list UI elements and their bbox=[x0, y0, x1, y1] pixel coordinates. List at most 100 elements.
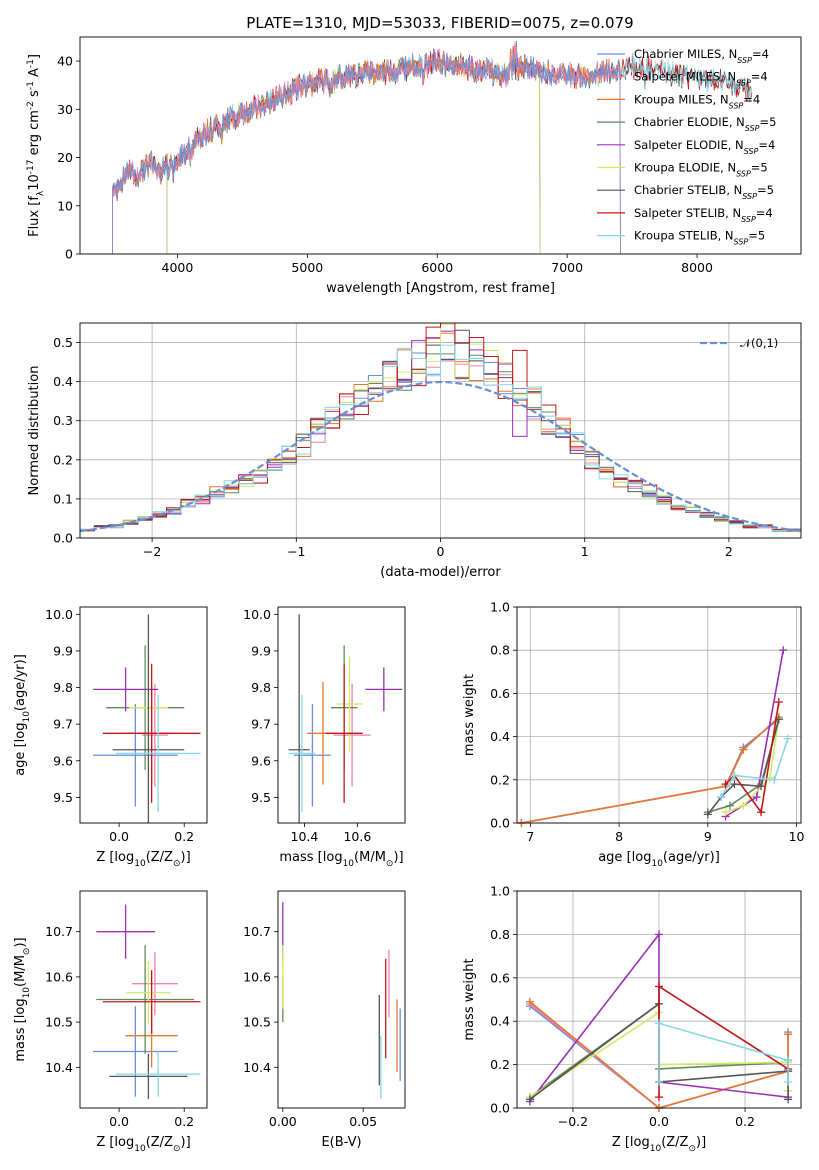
legend-label-8: Kroupa STELIB, NSSP=5 bbox=[634, 229, 765, 247]
massweight-vs-age-ytick-label: 0.8 bbox=[490, 643, 510, 658]
massweight-vs-Z-ylabel: mass weight bbox=[462, 958, 477, 1040]
massweight-vs-age-series-2 bbox=[521, 716, 780, 823]
age-vs-Z-point-8 bbox=[115, 694, 201, 813]
age-vs-Z-ytick-label: 10.0 bbox=[45, 607, 73, 622]
age-vs-mass-ytick-label: 9.5 bbox=[251, 790, 271, 805]
age-vs-mass-ytick-label: 9.8 bbox=[251, 680, 271, 695]
massweight-vs-age-ylabel: mass weight bbox=[462, 674, 477, 756]
hist-series-5 bbox=[80, 323, 801, 532]
age-vs-mass-point-6 bbox=[288, 614, 310, 823]
hist-series-7 bbox=[80, 323, 801, 532]
massweight-vs-age-marker-6-0 bbox=[703, 810, 712, 819]
age-vs-Z-axes: 0.0 0.2 9.5 9.6 9.7 9.8 9.9 10.0 Z [log10(Z/Z⊙)]… bbox=[13, 607, 194, 869]
mass-vs-EBV-ytick-label: 10.6 bbox=[243, 969, 271, 984]
massweight-vs-age-marker-7-3 bbox=[774, 698, 783, 707]
age-vs-Z-xlabel: Z [log10(Z/Z⊙)] bbox=[96, 850, 190, 869]
massweight-vs-age-marker-8-2 bbox=[770, 775, 779, 784]
massweight-vs-age-series-5 bbox=[725, 719, 780, 813]
mass-vs-Z-ytick-label: 10.7 bbox=[45, 924, 73, 939]
massweight-vs-age-frame bbox=[516, 606, 802, 824]
legend-label-2: Kroupa MILES, NSSP=4 bbox=[634, 92, 760, 110]
mass-vs-Z-frame bbox=[79, 890, 208, 1109]
hist-legend-label: 𝒩(0,1) bbox=[740, 336, 778, 350]
legend-label-5: Kroupa ELODIE, NSSP=5 bbox=[634, 161, 768, 179]
massweight-vs-age-ytick-label: 0.2 bbox=[490, 772, 510, 787]
mass-vs-EBV-ytick-label: 10.4 bbox=[243, 1060, 271, 1075]
mass-vs-Z-xtick-label: 0.2 bbox=[174, 1114, 194, 1129]
age-vs-mass-point-1 bbox=[333, 683, 371, 787]
massweight-vs-Z-marker-8-1 bbox=[655, 1019, 663, 1028]
mass-vs-Z-point-7 bbox=[102, 970, 201, 1034]
age-vs-mass-point-8 bbox=[288, 694, 316, 813]
age-vs-Z-point-4 bbox=[93, 667, 159, 712]
mass-vs-EBV-ytick-label: 10.7 bbox=[243, 924, 271, 939]
legend-label-0: Chabrier MILES, NSSP=4 bbox=[634, 47, 769, 65]
massweight-vs-Z-xtick-label: 0.2 bbox=[735, 1114, 755, 1129]
spectrum-series-4 bbox=[166, 48, 541, 254]
age-vs-mass-ytick-label: 9.9 bbox=[251, 643, 271, 658]
mass-vs-EBV-xtick-label: 0.00 bbox=[269, 1114, 297, 1129]
spectrum-ytick-label: 40 bbox=[57, 54, 73, 69]
age-vs-mass-ytick-label: 10.0 bbox=[243, 607, 271, 622]
massweight-vs-Z-ytick-label: 0.0 bbox=[490, 1101, 510, 1116]
massweight-vs-Z-ytick-label: 1.0 bbox=[490, 884, 510, 899]
spectrum-axes: 4000 5000 6000 7000 8000 0 10 20 30 40 wavelength … bbox=[26, 54, 713, 296]
massweight-vs-Z-frame bbox=[516, 890, 802, 1109]
age-vs-mass-point-0 bbox=[293, 704, 331, 807]
massweight-vs-age-marker-6-2 bbox=[730, 780, 739, 789]
massweight-vs-age-marker-8-3 bbox=[783, 734, 792, 743]
mass-vs-Z-point-4 bbox=[96, 904, 155, 959]
massweight-vs-age-xtick-label: 9 bbox=[704, 829, 712, 844]
age-vs-mass-axes: 10.4 10.6 9.5 9.6 9.7 9.8 9.9 10.0 mass [log10(M… bbox=[243, 607, 403, 869]
massweight-vs-Z-marker-7-0 bbox=[655, 1093, 663, 1102]
massweight-vs-Z-xtick-label: 0.0 bbox=[649, 1114, 669, 1129]
massweight-vs-Z-axes: −0.2 0.0 0.2 0.0 0.2 0.4 0.6 0.8 1.0 Z [log10(Z/Z… bbox=[462, 884, 801, 1154]
legend-label-3: Chabrier ELODIE, NSSP=5 bbox=[634, 115, 776, 133]
age-vs-Z-xtick-label: 0.2 bbox=[174, 829, 194, 844]
massweight-vs-age-series-8 bbox=[720, 738, 789, 798]
residual-histogram-ytick-label: 0.1 bbox=[53, 491, 73, 506]
spectrum-series-3 bbox=[166, 51, 541, 254]
massweight-vs-age-marker-8-0 bbox=[717, 793, 726, 802]
mass-vs-Z-point-8 bbox=[115, 1051, 201, 1097]
residual-histogram-xtick-label: −2 bbox=[143, 544, 161, 559]
mass-vs-Z-axes: 0.0 0.2 10.4 10.5 10.6 10.7 Z [log10(Z/Z⊙)] mas… bbox=[13, 924, 194, 1154]
hist-series-8 bbox=[80, 344, 801, 532]
spectrum-xtick-label: 8000 bbox=[681, 260, 713, 275]
massweight-vs-age-marker-6-3 bbox=[757, 782, 766, 791]
massweight-vs-Z-marker-2-0 bbox=[525, 997, 534, 1006]
massweight-vs-age-axes: 7 8 9 10 0.0 0.2 0.4 0.6 0.8 1.0 age [log10(age/yr… bbox=[462, 600, 805, 870]
massweight-vs-Z-marker-6-4 bbox=[784, 1095, 793, 1104]
age-vs-mass-xtick-label: 10.4 bbox=[291, 829, 319, 844]
residual-histogram-ytick-label: 0.3 bbox=[53, 413, 73, 428]
massweight-vs-Z-ytick-label: 0.8 bbox=[490, 927, 510, 942]
massweight-vs-Z-marker-8-2 bbox=[784, 1056, 793, 1065]
massweight-vs-age-marker-3-1 bbox=[726, 801, 734, 810]
mass-vs-Z-point-3 bbox=[96, 945, 194, 1054]
spectrum-ytick-label: 0 bbox=[65, 247, 73, 262]
massweight-vs-age-marker-5-1 bbox=[739, 801, 748, 810]
gaussian-reference-line bbox=[79, 380, 802, 533]
age-vs-Z-point-7 bbox=[102, 663, 201, 803]
massweight-vs-Z-ytick-label: 0.4 bbox=[490, 1014, 510, 1029]
hist-frame bbox=[79, 322, 802, 539]
massweight-vs-Z-marker-8-0 bbox=[655, 1077, 663, 1086]
residual-histogram-xtick-label: 1 bbox=[581, 544, 589, 559]
residual-histogram-xtick-label: 0 bbox=[437, 544, 445, 559]
age-vs-Z-ytick-label: 9.6 bbox=[53, 753, 73, 768]
legend-label-7: Salpeter STELIB, NSSP=4 bbox=[634, 206, 773, 224]
massweight-vs-Z-ytick-label: 0.6 bbox=[490, 970, 510, 985]
age-vs-Z-ytick-label: 9.8 bbox=[53, 680, 73, 695]
mass-vs-Z-point-6 bbox=[109, 1053, 188, 1099]
mass-vs-EBV-axes: 0.00 0.05 10.4 10.5 10.6 10.7 E(B-V) bbox=[243, 924, 377, 1150]
mass-vs-Z-ytick-label: 10.5 bbox=[45, 1015, 73, 1030]
age-vs-mass-point-5 bbox=[336, 656, 363, 752]
mass-vs-Z-point-1 bbox=[132, 952, 178, 1016]
age-vs-Z-ytick-label: 9.9 bbox=[53, 643, 73, 658]
plot-layer: 4000 5000 6000 7000 8000010203040wavelength … bbox=[13, 36, 805, 1154]
residual-histogram-ytick-label: 0.5 bbox=[53, 335, 73, 350]
massweight-vs-age-marker-2-2 bbox=[739, 745, 748, 754]
massweight-vs-age-ytick-label: 1.0 bbox=[490, 600, 510, 615]
mass-vs-Z-ytick-label: 10.6 bbox=[45, 969, 73, 984]
massweight-vs-age-xtick-label: 8 bbox=[615, 829, 623, 844]
